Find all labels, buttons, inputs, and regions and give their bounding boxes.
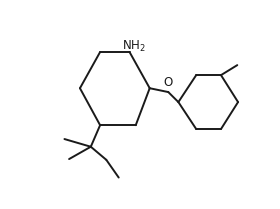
Text: NH$_2$: NH$_2$ <box>122 39 146 54</box>
Text: O: O <box>164 76 173 89</box>
